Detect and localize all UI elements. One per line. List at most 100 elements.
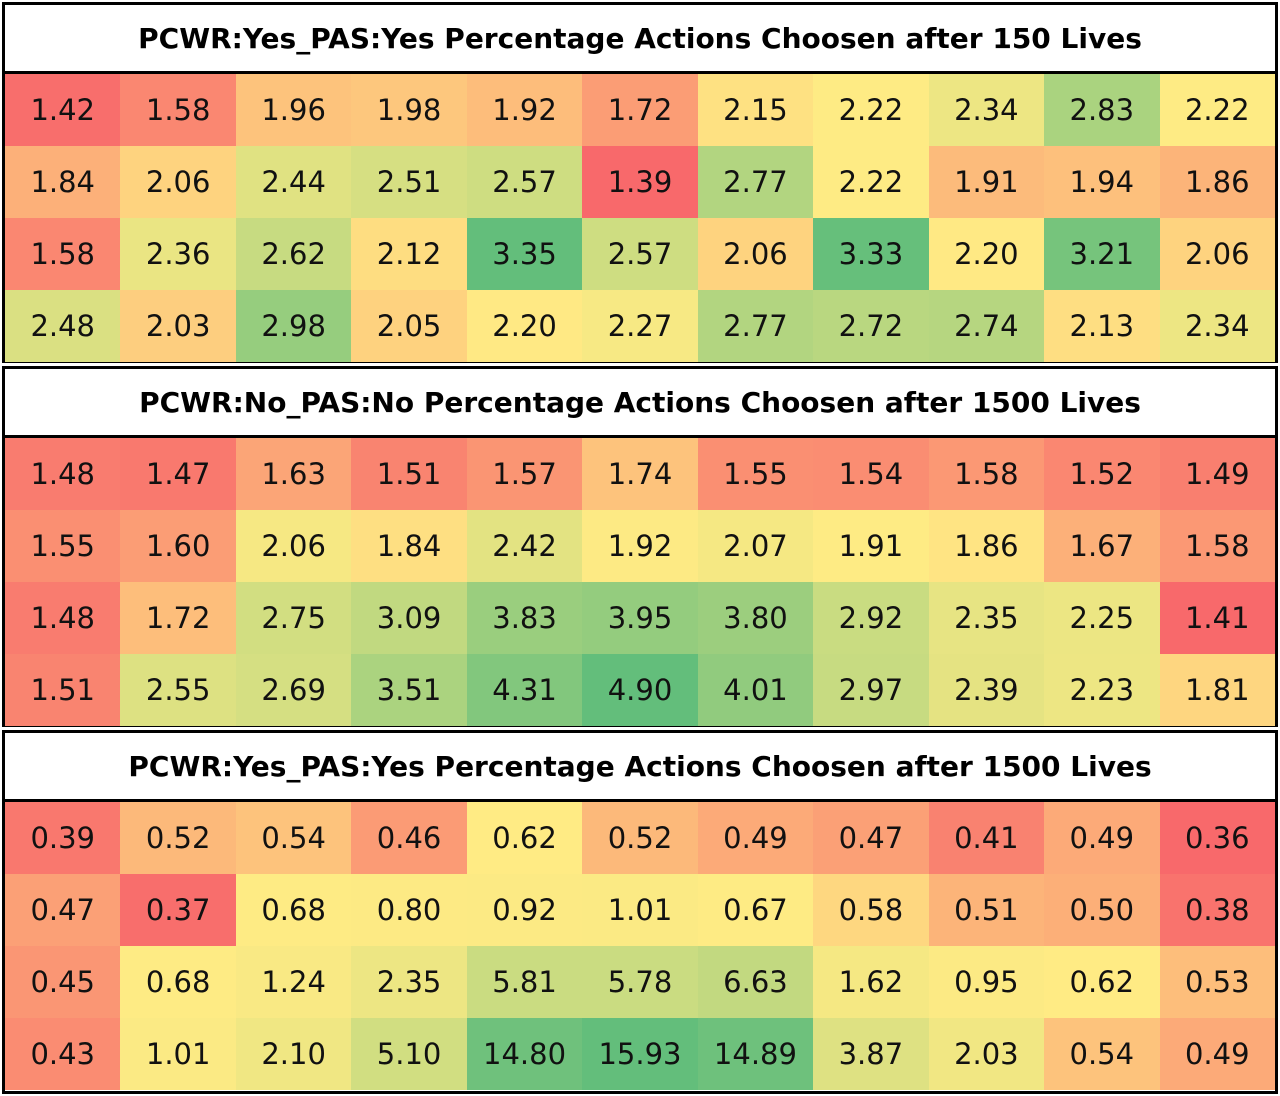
heatmap-cell: 1.55: [5, 510, 121, 582]
heatmap-cell: 1.91: [813, 510, 929, 582]
heatmap-cell: 0.62: [466, 802, 583, 874]
heatmap-cell: 0.50: [1044, 874, 1160, 946]
heatmap-cell: 5.78: [582, 946, 698, 1018]
heatmap-cell: 2.98: [235, 290, 352, 362]
heatmap-cell: 1.58: [5, 218, 121, 290]
heatmap-cell: 3.51: [351, 654, 467, 726]
heatmap-cell: 3.95: [582, 582, 698, 654]
heatmap-cell: 2.51: [351, 146, 467, 218]
heatmap-cell: 3.33: [813, 218, 929, 290]
heatmap-cell: 2.13: [1044, 290, 1160, 362]
heatmap-cell: 2.75: [235, 582, 352, 654]
heatmap-cell: 2.06: [697, 218, 814, 290]
heatmap-cell: 0.52: [582, 802, 698, 874]
heatmap-cell: 1.84: [5, 146, 121, 218]
heatmap-cell: 1.98: [351, 74, 467, 146]
heatmap-cell: 2.77: [697, 146, 814, 218]
heatmap-cell: 2.72: [813, 290, 929, 362]
heatmap-cell: 1.58: [120, 74, 236, 146]
heatmap-cell: 2.62: [235, 218, 352, 290]
heatmap-cell: 2.06: [1159, 218, 1275, 290]
heatmap-cell: 2.05: [351, 290, 467, 362]
heatmap-cell: 3.80: [697, 582, 814, 654]
heatmap-cell: 15.93: [582, 1018, 698, 1090]
heatmap-cell: 0.92: [466, 874, 583, 946]
heatmap-cell: 0.54: [1044, 1018, 1160, 1090]
heatmap-cell: 1.60: [120, 510, 236, 582]
heatmap-cell: 1.48: [5, 582, 121, 654]
heatmap-cell: 2.97: [813, 654, 929, 726]
heatmap-cell: 2.03: [120, 290, 236, 362]
heatmap-cell: 2.57: [466, 146, 583, 218]
heatmap-cell: 0.37: [120, 874, 236, 946]
heatmap-cell: 0.47: [5, 874, 121, 946]
heatmap-cell: 1.01: [582, 874, 698, 946]
heatmap-cell: 0.68: [120, 946, 236, 1018]
heatmap-cell: 0.67: [697, 874, 814, 946]
heatmap-cell: 0.53: [1159, 946, 1275, 1018]
heatmap-cell: 1.49: [1159, 438, 1275, 510]
heatmap-cell: 1.48: [5, 438, 121, 510]
heatmap-cell: 0.49: [1159, 1018, 1275, 1090]
heatmap-cell: 0.95: [928, 946, 1045, 1018]
heatmap-cell: 2.22: [813, 146, 929, 218]
heatmap-cell: 0.39: [5, 802, 121, 874]
heatmap-cell: 4.90: [582, 654, 698, 726]
heatmap-cell: 0.58: [813, 874, 929, 946]
heatmap-cell: 1.96: [235, 74, 352, 146]
heatmap-cell: 1.52: [1044, 438, 1160, 510]
heatmap-cell: 1.86: [1159, 146, 1275, 218]
heatmap-cell: 2.48: [5, 290, 121, 362]
heatmap-cell: 5.10: [351, 1018, 467, 1090]
heatmap-cell: 14.89: [697, 1018, 814, 1090]
heatmap-cell: 0.62: [1044, 946, 1160, 1018]
heatmap-cell: 3.83: [466, 582, 583, 654]
heatmap-cell: 2.10: [235, 1018, 352, 1090]
heatmap-title-3: PCWR:Yes_PAS:Yes Percentage Actions Choo…: [5, 733, 1275, 802]
heatmap-cell: 2.83: [1044, 74, 1160, 146]
heatmap-cell: 1.24: [235, 946, 352, 1018]
heatmap-cell: 1.91: [928, 146, 1045, 218]
heatmap-cell: 2.44: [235, 146, 352, 218]
heatmap-cell: 1.84: [351, 510, 467, 582]
heatmap-cell: 0.51: [928, 874, 1045, 946]
heatmap-cell: 2.12: [351, 218, 467, 290]
heatmap-cell: 2.20: [466, 290, 583, 362]
heatmap-cell: 2.34: [1159, 290, 1275, 362]
heatmap-cell: 2.27: [582, 290, 698, 362]
heatmap-title-2: PCWR:No_PAS:No Percentage Actions Choose…: [5, 369, 1275, 438]
heatmap-cell: 3.09: [351, 582, 467, 654]
heatmap-cell: 0.36: [1159, 802, 1275, 874]
heatmap-cell: 1.72: [582, 74, 698, 146]
heatmap-cell: 0.47: [813, 802, 929, 874]
heatmap-cell: 0.68: [235, 874, 352, 946]
heatmap-cell: 1.58: [1159, 510, 1275, 582]
heatmap-cell: 6.63: [697, 946, 814, 1018]
heatmap-cell: 1.86: [928, 510, 1045, 582]
heatmap-panel-2: PCWR:No_PAS:No Percentage Actions Choose…: [2, 366, 1278, 727]
heatmap-cell: 1.41: [1159, 582, 1275, 654]
heatmap-cell: 2.07: [697, 510, 814, 582]
heatmap-cell: 1.72: [120, 582, 236, 654]
heatmap-cell: 0.49: [1044, 802, 1160, 874]
heatmap-panel-1: PCWR:Yes_PAS:Yes Percentage Actions Choo…: [2, 2, 1278, 363]
heatmap-cell: 2.22: [813, 74, 929, 146]
heatmap-cell: 1.74: [582, 438, 698, 510]
heatmap-cell: 1.58: [928, 438, 1045, 510]
heatmap-cell: 2.22: [1159, 74, 1275, 146]
heatmap-cell: 1.47: [120, 438, 236, 510]
heatmap-cell: 14.80: [466, 1018, 583, 1090]
heatmap-cell: 5.81: [466, 946, 583, 1018]
heatmap-cell: 2.06: [120, 146, 236, 218]
heatmap-cell: 2.74: [928, 290, 1045, 362]
heatmap-cell: 3.35: [466, 218, 583, 290]
heatmap-cell: 2.69: [235, 654, 352, 726]
heatmap-cell: 1.63: [235, 438, 352, 510]
heatmap-cell: 0.45: [5, 946, 121, 1018]
heatmap-cell: 3.21: [1044, 218, 1160, 290]
heatmap-cell: 1.39: [582, 146, 698, 218]
heatmap-panel-3: PCWR:Yes_PAS:Yes Percentage Actions Choo…: [2, 730, 1278, 1094]
heatmap-cell: 1.51: [5, 654, 121, 726]
heatmap-cell: 0.46: [351, 802, 467, 874]
